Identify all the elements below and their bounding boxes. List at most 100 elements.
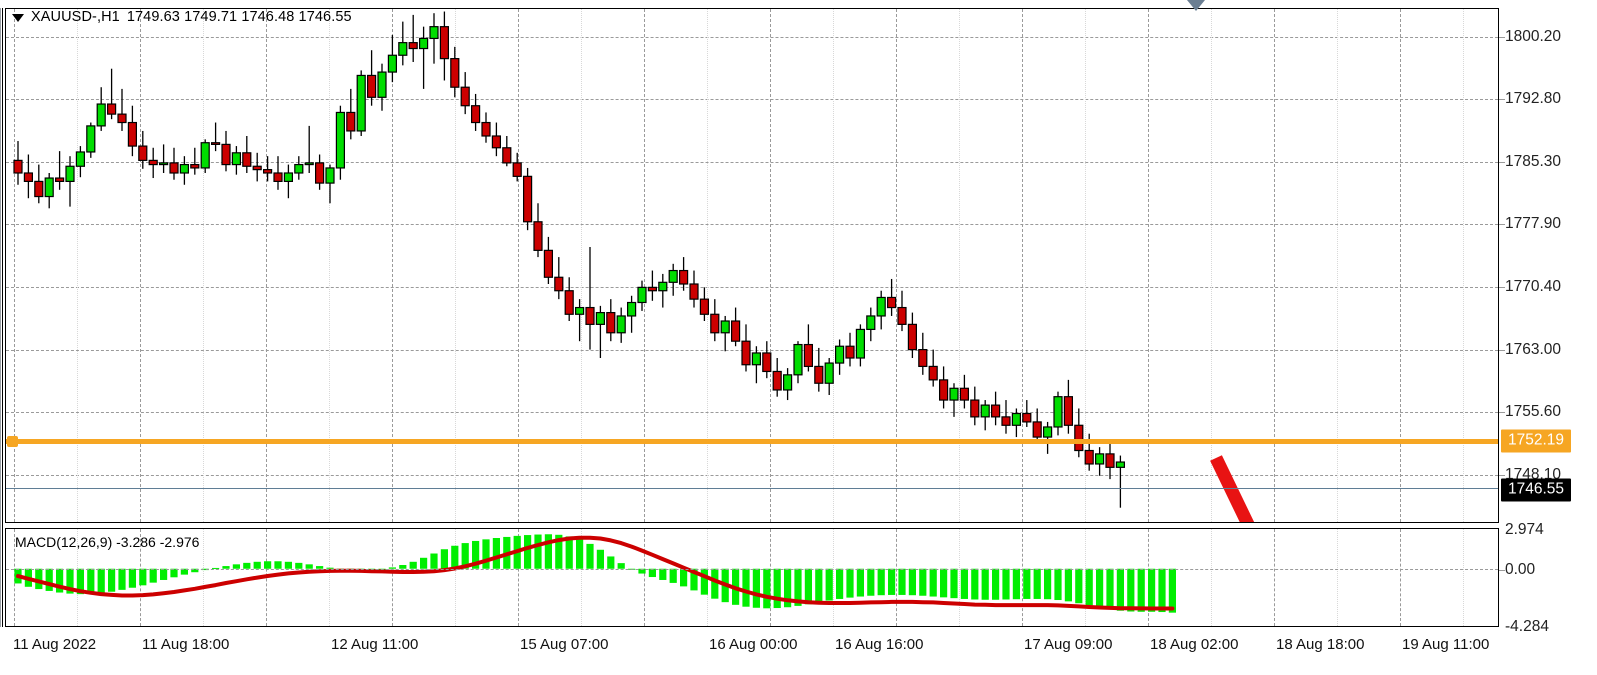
macd-time-gridline <box>581 529 582 626</box>
price-grid <box>6 9 1498 522</box>
price-axis-label: 1785.30 <box>1499 153 1561 171</box>
macd-time-gridline <box>203 529 204 626</box>
price-axis-tick <box>1499 98 1505 100</box>
time-axis-label: 16 Aug 00:00 <box>709 636 798 653</box>
object-marker-triangle-icon[interactable] <box>1187 0 1205 11</box>
time-axis-label: 17 Aug 09:00 <box>1024 636 1113 653</box>
time-gridline <box>770 9 771 522</box>
macd-time-gridline <box>1148 529 1149 626</box>
time-gridline <box>1400 9 1401 522</box>
price-gridline <box>6 287 1498 289</box>
ohlc-values: 1749.63 1749.71 1746.48 1746.55 <box>126 9 352 25</box>
chart-left-border <box>0 8 3 627</box>
time-gridline <box>896 9 897 522</box>
price-axis-label: 1800.20 <box>1499 28 1561 46</box>
level-price-badge[interactable]: 1752.19 <box>1501 429 1572 452</box>
price-chart-pane[interactable] <box>5 8 1499 523</box>
time-axis-label: 19 Aug 11:00 <box>1402 636 1490 653</box>
price-axis-tick <box>1499 224 1505 226</box>
time-gridline <box>1274 9 1275 522</box>
time-gridline <box>518 9 519 522</box>
macd-time-gridline <box>518 529 519 626</box>
macd-time-gridline <box>455 529 456 626</box>
macd-time-gridline <box>1211 529 1212 626</box>
macd-time-gridline <box>896 529 897 626</box>
time-gridline <box>581 9 582 522</box>
time-gridline <box>266 9 267 522</box>
macd-time-gridline <box>644 529 645 626</box>
time-gridline <box>959 9 960 522</box>
macd-axis: 2.974 0.00 -4.284 <box>1499 521 1597 635</box>
time-gridline <box>455 9 456 522</box>
time-gridline <box>1148 9 1149 522</box>
macd-zero-line <box>6 568 1498 570</box>
macd-time-gridline <box>329 529 330 626</box>
macd-time-gridline <box>1463 529 1464 626</box>
time-gridline <box>1085 9 1086 522</box>
macd-time-gridline <box>1085 529 1086 626</box>
time-gridline <box>1022 9 1023 522</box>
price-axis-tick <box>1499 162 1505 164</box>
price-gridline <box>6 98 1498 100</box>
horizontal-level-handle[interactable] <box>7 435 18 447</box>
candlestick-series <box>6 9 1498 522</box>
time-gridline <box>203 9 204 522</box>
macd-signal-line <box>6 529 1498 626</box>
price-gridline <box>6 474 1498 476</box>
price-gridline <box>6 411 1498 413</box>
macd-time-gridline <box>266 529 267 626</box>
macd-time-gridline <box>1022 529 1023 626</box>
macd-time-gridline <box>1337 529 1338 626</box>
time-axis-label: 18 Aug 18:00 <box>1276 636 1365 653</box>
price-axis-label: 1792.80 <box>1499 90 1561 108</box>
macd-indicator-pane[interactable]: MACD(12,26,9) -3.286 -2.976 <box>5 528 1499 627</box>
arrow-annotation-layer[interactable] <box>6 9 1498 522</box>
macd-histogram <box>6 529 1498 626</box>
time-gridline <box>707 9 708 522</box>
macd-time-gridline <box>770 529 771 626</box>
macd-time-gridline <box>1400 529 1401 626</box>
bid-price-line <box>6 487 1498 489</box>
macd-time-gridline <box>707 529 708 626</box>
price-axis-tick <box>1499 287 1505 289</box>
current-price-badge: 1746.55 <box>1501 478 1572 502</box>
time-gridline <box>833 9 834 522</box>
price-gridline <box>6 162 1498 164</box>
time-gridline <box>1463 9 1464 522</box>
macd-time-gridline <box>1274 529 1275 626</box>
time-axis-label: 11 Aug 18:00 <box>142 636 230 653</box>
time-gridline <box>644 9 645 522</box>
time-axis-label: 15 Aug 07:00 <box>520 636 609 653</box>
price-axis-tick <box>1499 349 1505 351</box>
macd-time-gridline <box>392 529 393 626</box>
price-gridline <box>6 36 1498 38</box>
macd-grid <box>6 529 1498 626</box>
macd-time-gridline <box>833 529 834 626</box>
price-gridline <box>6 224 1498 226</box>
price-axis-label: 1755.60 <box>1499 403 1561 421</box>
price-axis-label: 1777.90 <box>1499 215 1561 233</box>
price-axis-tick <box>1499 36 1505 38</box>
time-gridline <box>140 9 141 522</box>
time-axis[interactable]: 11 Aug 2022 11 Aug 18:00 12 Aug 11:00 15 Au… <box>5 631 1499 661</box>
macd-axis-tick <box>1499 569 1505 571</box>
macd-axis-label: 0.00 <box>1499 561 1535 579</box>
price-axis-tick <box>1499 411 1505 413</box>
time-gridline <box>77 9 78 522</box>
price-axis-tick <box>1499 474 1505 476</box>
macd-time-gridline <box>959 529 960 626</box>
chart-header: XAUUSD-,H1 1749.63 1749.71 1746.48 1746.… <box>12 9 352 25</box>
triangle-down-icon[interactable] <box>12 14 24 22</box>
time-axis-label: 18 Aug 02:00 <box>1150 636 1239 653</box>
time-axis-label: 16 Aug 16:00 <box>835 636 924 653</box>
time-gridline <box>1337 9 1338 522</box>
horizontal-level-line[interactable] <box>6 438 1498 444</box>
time-gridline <box>329 9 330 522</box>
price-axis-label: 1763.00 <box>1499 341 1561 359</box>
price-axis[interactable]: 1800.20 1792.80 1785.30 1777.90 1770.40 1763.… <box>1499 8 1597 523</box>
symbol-label: XAUUSD-,H1 <box>31 9 120 25</box>
macd-label: MACD(12,26,9) -3.286 -2.976 <box>15 534 200 550</box>
time-axis-label: 11 Aug 2022 <box>13 636 97 653</box>
time-axis-label: 12 Aug 11:00 <box>331 636 419 653</box>
